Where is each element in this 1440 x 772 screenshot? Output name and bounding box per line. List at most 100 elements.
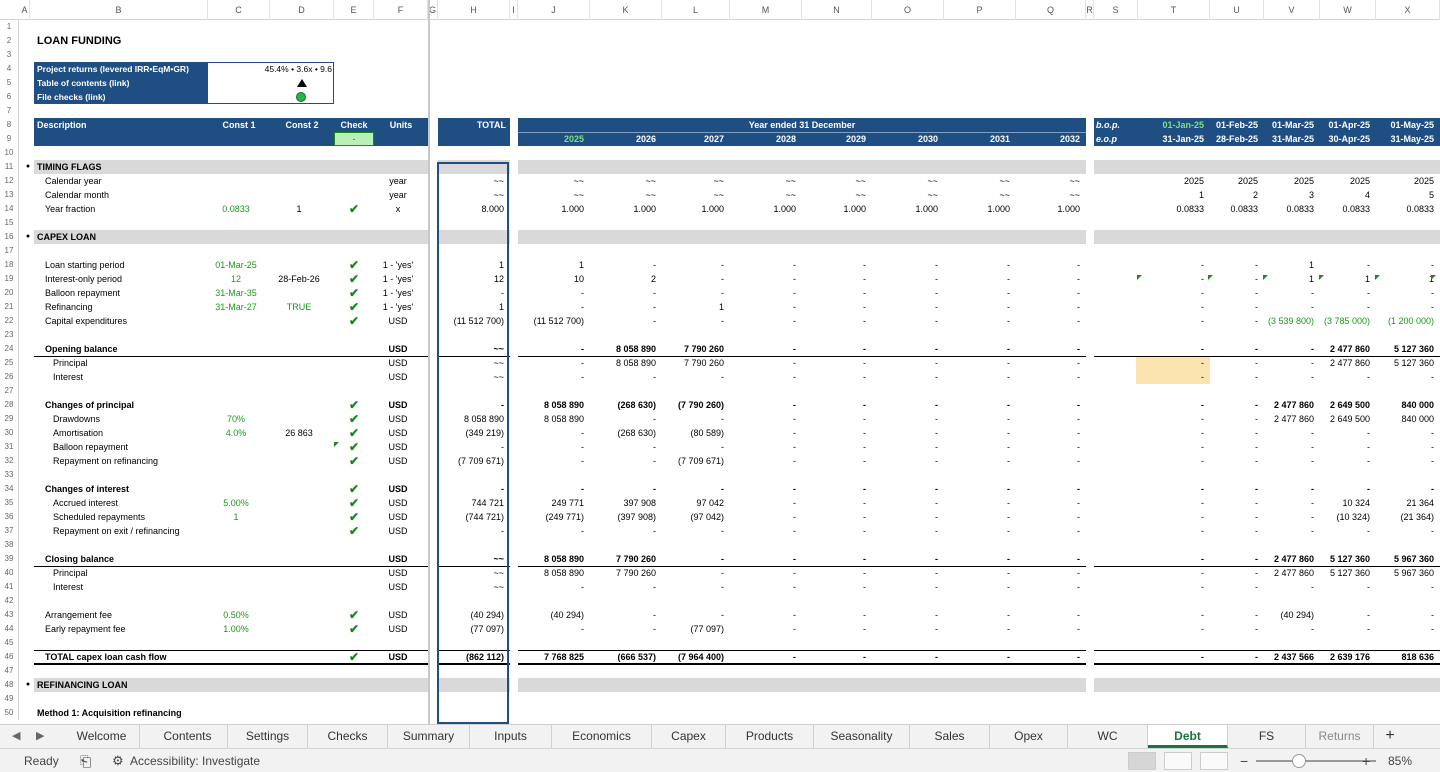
month-value[interactable]: -: [1431, 456, 1434, 466]
year-value[interactable]: -: [1007, 554, 1010, 564]
month-value[interactable]: -: [1431, 302, 1434, 312]
year-value[interactable]: -: [1007, 260, 1010, 270]
year-value[interactable]: -: [1077, 344, 1080, 354]
year-value[interactable]: 8 058 890: [543, 400, 584, 410]
sheet-tab-inputs[interactable]: Inputs: [470, 725, 552, 748]
row-header[interactable]: 19: [0, 272, 19, 286]
year-value[interactable]: -: [1077, 652, 1080, 662]
column-header-a[interactable]: A: [20, 0, 30, 20]
year-value[interactable]: -: [653, 526, 656, 536]
column-header-d[interactable]: D: [270, 0, 334, 20]
year-value[interactable]: -: [581, 456, 584, 466]
month-value[interactable]: 1: [1308, 274, 1314, 284]
total-value[interactable]: ~~: [493, 358, 504, 368]
total-value[interactable]: 744 721: [471, 498, 504, 508]
column-header-k[interactable]: K: [590, 0, 662, 20]
year-value[interactable]: -: [793, 442, 796, 452]
month-value[interactable]: -: [1255, 568, 1258, 578]
year-value[interactable]: -: [1007, 274, 1010, 284]
row-header[interactable]: 44: [0, 622, 19, 636]
month-value[interactable]: 0.0833: [1230, 204, 1258, 214]
month-value[interactable]: -: [1431, 484, 1434, 494]
month-value[interactable]: 2 477 860: [1329, 344, 1370, 354]
month-value[interactable]: -: [1255, 582, 1258, 592]
year-value[interactable]: -: [935, 372, 938, 382]
year-value[interactable]: -: [581, 288, 584, 298]
const1-value[interactable]: 1: [233, 512, 239, 522]
total-value[interactable]: (11 512 700): [453, 316, 504, 326]
year-value[interactable]: -: [935, 554, 938, 564]
year-value[interactable]: (397 908): [617, 512, 656, 522]
const1-value[interactable]: 70%: [226, 414, 245, 424]
year-value[interactable]: (666 537): [617, 652, 656, 662]
month-value[interactable]: -: [1311, 288, 1314, 298]
row-header[interactable]: 13: [0, 188, 19, 202]
const1-value[interactable]: 01-Mar-25: [215, 260, 257, 270]
year-value[interactable]: -: [793, 372, 796, 382]
year-value[interactable]: 1.000: [773, 204, 796, 214]
year-value[interactable]: -: [935, 582, 938, 592]
row-header[interactable]: 38: [0, 538, 19, 552]
month-value[interactable]: -: [1311, 428, 1314, 438]
month-value[interactable]: 4: [1364, 190, 1370, 200]
sheet-tab-checks[interactable]: Checks: [308, 725, 388, 748]
month-value[interactable]: -: [1367, 610, 1370, 620]
zoom-slider-thumb[interactable]: [1292, 754, 1306, 768]
total-value[interactable]: -: [501, 484, 504, 494]
units-value[interactable]: USD: [388, 624, 408, 634]
macro-icon[interactable]: ⎗: [80, 753, 92, 769]
month-value[interactable]: 1: [1428, 274, 1434, 284]
year-value[interactable]: -: [1077, 316, 1080, 326]
year-value[interactable]: -: [793, 484, 796, 494]
month-value[interactable]: -: [1255, 610, 1258, 620]
year-value[interactable]: -: [653, 582, 656, 592]
month-value[interactable]: -: [1201, 260, 1204, 270]
year-value[interactable]: -: [721, 610, 724, 620]
year-value[interactable]: -: [793, 302, 796, 312]
month-value[interactable]: 21 364: [1406, 498, 1434, 508]
prev-sheet-icon[interactable]: ◀: [12, 730, 21, 742]
column-header-o[interactable]: O: [872, 0, 944, 20]
year-value[interactable]: 7 790 260: [615, 554, 656, 564]
year-value[interactable]: -: [1077, 414, 1080, 424]
year-value[interactable]: -: [863, 498, 866, 508]
year-value[interactable]: -: [793, 610, 796, 620]
year-value[interactable]: -: [793, 414, 796, 424]
total-value[interactable]: -: [501, 442, 504, 452]
year-value[interactable]: ~~: [999, 176, 1010, 186]
month-value[interactable]: 0.0833: [1176, 204, 1204, 214]
month-value[interactable]: -: [1201, 316, 1204, 326]
sheet-tab-capex[interactable]: Capex: [652, 725, 726, 748]
row-header[interactable]: 30: [0, 426, 19, 440]
year-value[interactable]: -: [1007, 526, 1010, 536]
units-value[interactable]: USD: [388, 456, 408, 466]
year-value[interactable]: -: [1007, 316, 1010, 326]
sheet-tab-wc[interactable]: WC: [1068, 725, 1148, 748]
year-value[interactable]: -: [863, 484, 866, 494]
year-value[interactable]: -: [653, 372, 656, 382]
year-value[interactable]: ~~: [1069, 190, 1080, 200]
year-value[interactable]: -: [1077, 260, 1080, 270]
year-value[interactable]: -: [721, 274, 724, 284]
month-value[interactable]: -: [1201, 526, 1204, 536]
year-value[interactable]: 8 058 890: [615, 358, 656, 368]
year-value[interactable]: -: [863, 442, 866, 452]
month-value[interactable]: -: [1311, 344, 1314, 354]
const1-value[interactable]: 31-Mar-27: [215, 302, 257, 312]
month-value[interactable]: -: [1311, 484, 1314, 494]
year-value[interactable]: -: [935, 288, 938, 298]
units-value[interactable]: USD: [388, 428, 408, 438]
year-value[interactable]: -: [1077, 498, 1080, 508]
year-value[interactable]: -: [863, 526, 866, 536]
units-value[interactable]: USD: [388, 372, 408, 382]
total-value[interactable]: 1: [498, 260, 504, 270]
sheet-tab-fs[interactable]: FS: [1228, 725, 1306, 748]
units-value[interactable]: USD: [388, 358, 408, 368]
year-value[interactable]: -: [793, 358, 796, 368]
year-value[interactable]: -: [1077, 302, 1080, 312]
month-value[interactable]: -: [1255, 428, 1258, 438]
total-value[interactable]: -: [501, 288, 504, 298]
const1-value[interactable]: 0.0833: [222, 204, 250, 214]
month-value[interactable]: -: [1255, 400, 1258, 410]
year-value[interactable]: -: [793, 400, 796, 410]
